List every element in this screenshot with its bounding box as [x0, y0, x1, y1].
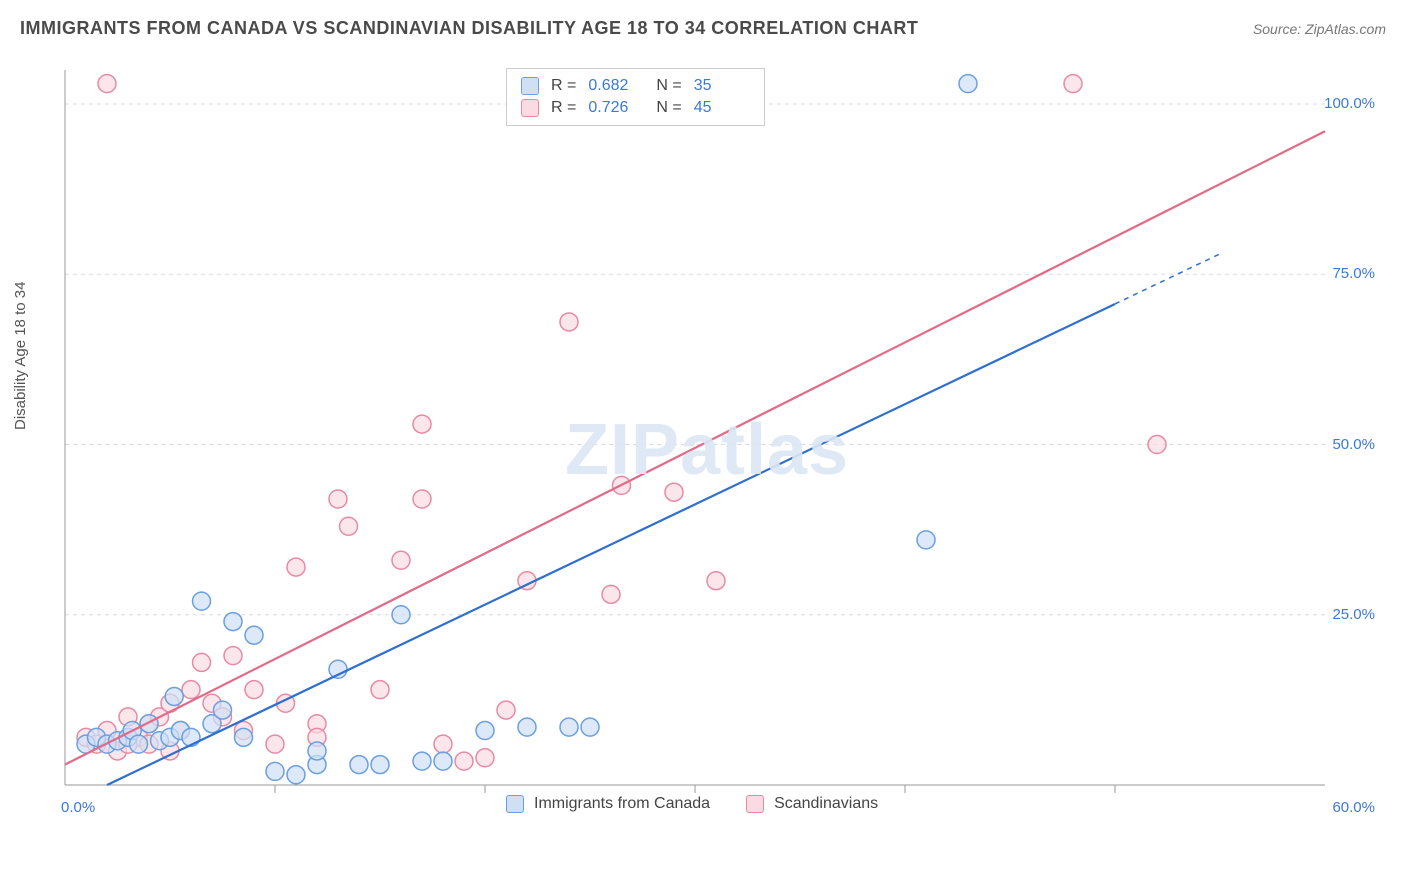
legend-swatch: [746, 795, 764, 813]
r-label: R =: [551, 77, 576, 95]
legend-swatch: [521, 77, 539, 95]
axis-tick-label: 60.0%: [1332, 799, 1375, 816]
plot-area: [55, 60, 1385, 830]
source-attribution: Source: ZipAtlas.com: [1253, 21, 1386, 37]
legend-series-names: Immigrants from Canada Scandinavians: [506, 795, 878, 813]
n-label: N =: [656, 77, 681, 95]
axis-tick-label: 100.0%: [1324, 95, 1375, 112]
n-label: N =: [656, 99, 681, 117]
header-bar: IMMIGRANTS FROM CANADA VS SCANDINAVIAN D…: [20, 18, 1386, 39]
axis-tick-label: 50.0%: [1332, 436, 1375, 453]
legend-row: R = 0.682 N = 35: [521, 75, 750, 97]
n-value: 35: [694, 77, 750, 95]
r-label: R =: [551, 99, 576, 117]
axis-tick-label: 0.0%: [61, 799, 95, 816]
axis-tick-label: 75.0%: [1332, 265, 1375, 282]
r-value: 0.682: [588, 77, 644, 95]
legend-item: Scandinavians: [746, 795, 878, 813]
legend-correlation-box: R = 0.682 N = 35 R = 0.726 N = 45: [506, 68, 765, 126]
chart-svg: [55, 60, 1385, 830]
legend-swatch: [506, 795, 524, 813]
legend-swatch: [521, 99, 539, 117]
r-value: 0.726: [588, 99, 644, 117]
legend-label: Scandinavians: [774, 795, 878, 813]
n-value: 45: [694, 99, 750, 117]
legend-row: R = 0.726 N = 45: [521, 97, 750, 119]
chart-title: IMMIGRANTS FROM CANADA VS SCANDINAVIAN D…: [20, 18, 918, 39]
legend-item: Immigrants from Canada: [506, 795, 710, 813]
legend-label: Immigrants from Canada: [534, 795, 710, 813]
axis-tick-label: 25.0%: [1332, 606, 1375, 623]
y-axis-label: Disability Age 18 to 34: [12, 282, 29, 430]
